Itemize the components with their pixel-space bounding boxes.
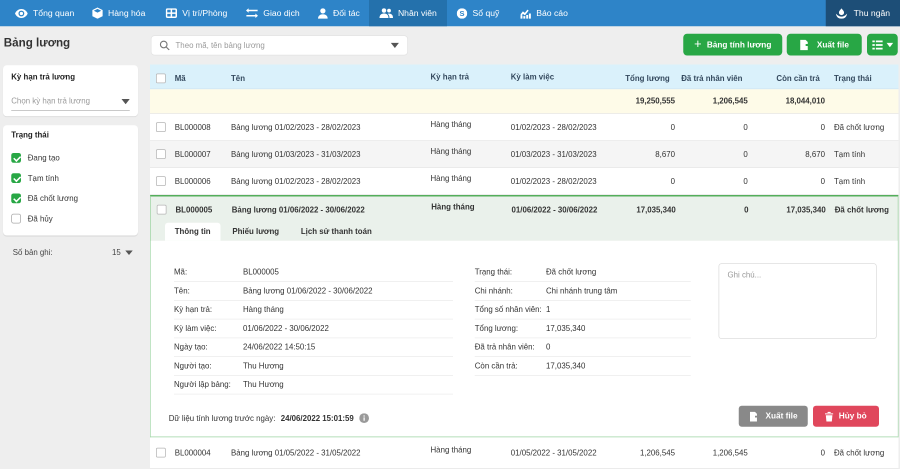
svg-text:S: S	[459, 9, 464, 18]
